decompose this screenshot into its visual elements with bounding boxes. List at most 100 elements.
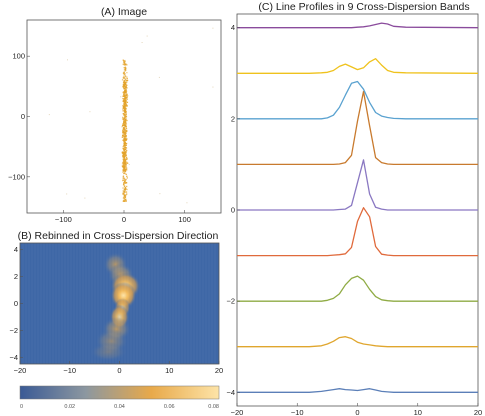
image-event	[123, 149, 126, 151]
image-event	[125, 162, 127, 164]
image-event	[122, 155, 124, 157]
image-event	[123, 88, 125, 90]
image-event	[124, 163, 126, 165]
image-event	[122, 190, 124, 192]
image-event	[125, 90, 128, 92]
background-event	[67, 59, 69, 61]
profile-line	[237, 159, 478, 211]
image-event	[123, 148, 125, 150]
image-event	[122, 135, 125, 137]
image-event	[126, 64, 128, 66]
image-event	[122, 200, 124, 202]
image-event	[125, 135, 127, 137]
background-event	[84, 197, 86, 199]
profile-line	[237, 207, 478, 257]
image-event	[123, 82, 126, 84]
image-event	[121, 118, 124, 120]
image-event	[123, 156, 126, 158]
image-event	[125, 143, 127, 145]
image-event	[125, 128, 128, 130]
image-event	[124, 123, 126, 125]
image-event	[123, 61, 126, 63]
image-event	[124, 95, 126, 97]
image-event	[124, 160, 127, 162]
background-event	[212, 86, 214, 88]
image-event	[124, 200, 126, 202]
image-event	[124, 84, 127, 86]
image-event	[122, 158, 124, 161]
image-event	[124, 116, 126, 118]
profile-line	[237, 336, 478, 348]
image-event	[125, 69, 127, 71]
panel-a-axes: −100 0 100 −100 0 100	[8, 52, 191, 224]
image-event	[126, 158, 128, 160]
image-event	[123, 113, 126, 116]
image-event	[125, 113, 127, 115]
image-event	[124, 66, 127, 69]
image-event	[125, 182, 127, 184]
image-event	[125, 96, 128, 99]
image-event	[123, 139, 125, 141]
image-event	[124, 94, 126, 96]
panel-a-image: (A) Image −100 0 100 −100 0 100	[8, 6, 222, 224]
panel-c-xtick-label: 20	[474, 408, 482, 416]
image-event	[122, 171, 124, 173]
image-event	[122, 170, 124, 172]
image-event	[124, 164, 126, 167]
image-event	[123, 170, 126, 173]
background-event	[158, 76, 160, 78]
image-event	[123, 146, 126, 148]
image-event	[126, 177, 128, 179]
image-event	[123, 93, 125, 96]
background-event	[141, 42, 143, 44]
image-event	[122, 197, 125, 199]
image-event	[123, 192, 125, 195]
image-event	[125, 156, 128, 159]
image-event	[125, 99, 127, 101]
image-event	[124, 107, 127, 109]
image-event	[125, 116, 128, 118]
image-event	[123, 193, 125, 196]
image-event	[124, 79, 126, 82]
image-event	[124, 133, 126, 135]
image-event	[125, 87, 127, 89]
image-event	[123, 100, 125, 102]
image-event	[122, 110, 124, 112]
image-event	[124, 77, 127, 79]
image-event	[124, 98, 127, 100]
image-event	[125, 131, 127, 133]
image-event	[123, 151, 126, 153]
image-event	[126, 175, 128, 177]
panel-a-ytick-label: 0	[21, 112, 25, 121]
image-event	[124, 102, 126, 105]
image-event	[122, 169, 124, 172]
profile-line	[237, 58, 479, 74]
panel-c-lines	[237, 22, 479, 393]
image-event	[123, 77, 126, 80]
image-event	[124, 73, 126, 75]
panel-c-title: (C) Line Profiles in 9 Cross-Dispersion …	[258, 1, 469, 13]
image-event	[126, 193, 128, 195]
colorbar-tick-label: 0.06	[164, 404, 175, 410]
image-event	[122, 108, 124, 110]
image-event	[125, 95, 128, 97]
image-event	[122, 123, 124, 125]
image-event	[124, 179, 127, 181]
image-event	[126, 185, 128, 188]
image-event	[124, 199, 126, 201]
image-event	[123, 151, 125, 154]
image-event	[124, 105, 127, 107]
profile-line	[237, 275, 478, 302]
image-event	[126, 119, 128, 122]
image-event	[123, 177, 126, 180]
image-event	[126, 105, 128, 107]
image-event	[123, 161, 125, 164]
image-event	[123, 199, 125, 201]
image-event	[124, 186, 126, 189]
panel-c-xtick-label: −10	[291, 408, 304, 416]
image-event	[124, 196, 127, 198]
image-event	[127, 95, 129, 97]
emission-blob	[90, 342, 127, 362]
image-event	[126, 149, 128, 152]
image-event	[124, 119, 127, 122]
